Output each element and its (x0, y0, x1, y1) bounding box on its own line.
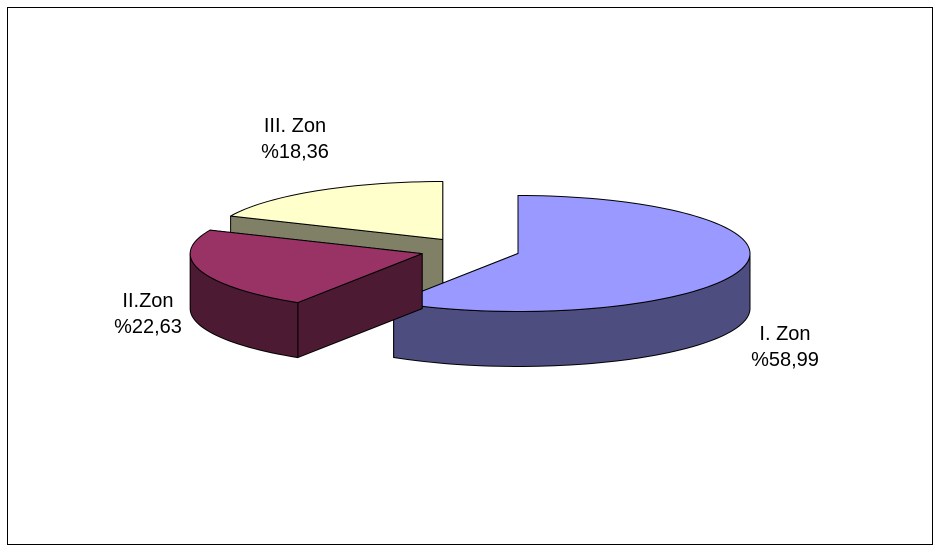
slice (393, 194, 751, 312)
value-label: %18,36 (261, 141, 329, 163)
category-label: II.Zon (122, 290, 173, 312)
slice (189, 229, 423, 304)
data-label: III. Zon %18,36 (261, 115, 329, 163)
value-label: %22,63 (114, 316, 182, 338)
data-label: II.Zon %22,63 (114, 290, 182, 338)
category-label: III. Zon (264, 115, 326, 137)
labels: I. Zon %58,99 II.Zon %22,63 III. Zon %18,36 (114, 115, 819, 371)
category-label: I. Zon (759, 323, 810, 345)
pie (189, 181, 751, 367)
value-label: %58,99 (751, 349, 819, 371)
data-label: I. Zon %58,99 (751, 323, 819, 371)
slice (230, 181, 444, 241)
